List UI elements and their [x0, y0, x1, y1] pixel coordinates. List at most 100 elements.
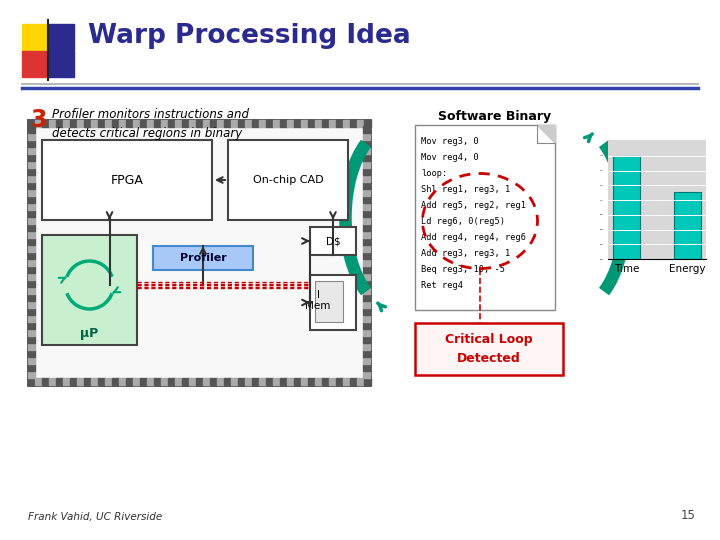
- Bar: [336, 120, 343, 127]
- Bar: [322, 378, 329, 385]
- Bar: [28, 120, 370, 385]
- Bar: [28, 315, 35, 322]
- Bar: [363, 252, 370, 259]
- Bar: [77, 378, 84, 385]
- Bar: [28, 189, 35, 196]
- Bar: [147, 120, 154, 127]
- Text: On-chip CAD: On-chip CAD: [253, 175, 323, 185]
- Bar: [363, 371, 370, 378]
- Bar: [119, 378, 126, 385]
- Bar: [363, 210, 370, 217]
- Bar: [98, 120, 105, 127]
- Bar: [70, 378, 77, 385]
- Bar: [42, 120, 49, 127]
- Bar: [49, 378, 56, 385]
- Bar: [196, 120, 203, 127]
- Bar: [301, 378, 308, 385]
- Bar: [350, 378, 357, 385]
- Text: I
Mem: I Mem: [305, 289, 330, 311]
- Text: Profiler: Profiler: [179, 253, 226, 263]
- Bar: [28, 294, 35, 301]
- Bar: [35, 120, 42, 127]
- Bar: [210, 378, 217, 385]
- Bar: [343, 378, 350, 385]
- Bar: [182, 378, 189, 385]
- Bar: [287, 378, 294, 385]
- Bar: [363, 322, 370, 329]
- Bar: [363, 287, 370, 294]
- Bar: [363, 203, 370, 210]
- Bar: [189, 120, 196, 127]
- Bar: [147, 378, 154, 385]
- Bar: [363, 350, 370, 357]
- Bar: [310, 275, 356, 330]
- Bar: [415, 323, 563, 375]
- Bar: [105, 120, 112, 127]
- Text: Add reg4, reg4, reg6: Add reg4, reg4, reg6: [421, 233, 526, 242]
- Text: µP: µP: [81, 327, 99, 340]
- Bar: [266, 378, 273, 385]
- Bar: [175, 120, 182, 127]
- Bar: [224, 120, 231, 127]
- Bar: [273, 378, 280, 385]
- Bar: [329, 120, 336, 127]
- Bar: [674, 192, 701, 259]
- Bar: [322, 120, 329, 127]
- Text: Add reg5, reg2, reg1: Add reg5, reg2, reg1: [421, 201, 526, 210]
- Bar: [119, 120, 126, 127]
- Bar: [363, 280, 370, 287]
- Bar: [28, 301, 35, 308]
- Bar: [28, 336, 35, 343]
- Bar: [308, 120, 315, 127]
- Bar: [315, 281, 343, 322]
- Text: Beq reg3, 10, -5: Beq reg3, 10, -5: [421, 265, 505, 274]
- Bar: [28, 120, 370, 385]
- Bar: [42, 235, 137, 345]
- Bar: [336, 378, 343, 385]
- Bar: [28, 252, 35, 259]
- Bar: [28, 210, 35, 217]
- Bar: [28, 280, 35, 287]
- Bar: [363, 196, 370, 203]
- Bar: [363, 147, 370, 154]
- Bar: [42, 378, 49, 385]
- Bar: [91, 120, 98, 127]
- Bar: [203, 120, 210, 127]
- Bar: [363, 175, 370, 182]
- Text: Software Binary: Software Binary: [438, 110, 552, 123]
- Bar: [28, 371, 35, 378]
- Bar: [238, 378, 245, 385]
- Bar: [28, 175, 35, 182]
- Bar: [363, 189, 370, 196]
- Bar: [161, 378, 168, 385]
- Bar: [28, 329, 35, 336]
- Bar: [28, 196, 35, 203]
- Bar: [28, 378, 35, 385]
- Bar: [49, 120, 56, 127]
- Bar: [28, 350, 35, 357]
- Bar: [126, 120, 133, 127]
- Bar: [28, 182, 35, 189]
- Bar: [35, 378, 42, 385]
- Bar: [161, 120, 168, 127]
- Bar: [231, 120, 238, 127]
- Bar: [175, 378, 182, 385]
- Text: Mov reg3, 0: Mov reg3, 0: [421, 137, 479, 146]
- Bar: [91, 378, 98, 385]
- Bar: [28, 203, 35, 210]
- Bar: [363, 168, 370, 175]
- Bar: [28, 154, 35, 161]
- Text: Profiler monitors instructions and
detects critical regions in binary: Profiler monitors instructions and detec…: [52, 108, 249, 140]
- Bar: [364, 120, 371, 127]
- Bar: [22, 24, 48, 50]
- Bar: [56, 120, 63, 127]
- Bar: [28, 259, 35, 266]
- Bar: [48, 51, 74, 77]
- Bar: [363, 273, 370, 280]
- Bar: [245, 378, 252, 385]
- Bar: [28, 161, 35, 168]
- Bar: [363, 308, 370, 315]
- Bar: [48, 24, 74, 50]
- Bar: [363, 357, 370, 364]
- Bar: [329, 378, 336, 385]
